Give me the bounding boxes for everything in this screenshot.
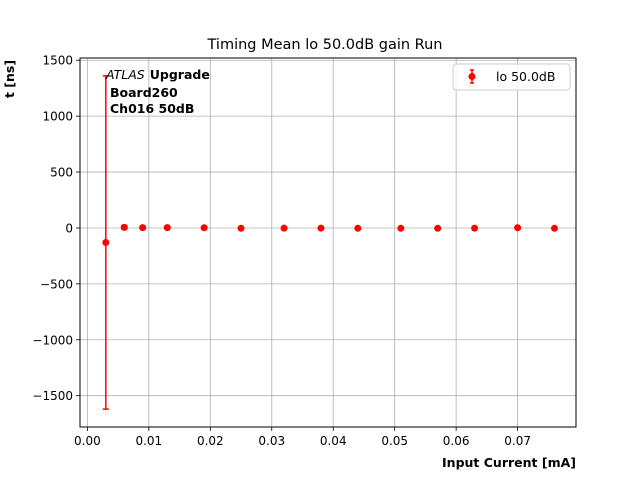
data-point [434, 224, 442, 232]
data-point [102, 239, 110, 246]
data-point [120, 223, 128, 231]
data-layer [102, 75, 558, 410]
data-point [550, 224, 558, 232]
plot-area-frame [79, 57, 577, 428]
legend-marker [468, 73, 476, 80]
data-point [237, 224, 245, 232]
x-axis-label: Input Current [mA] [442, 455, 576, 470]
data-point [354, 224, 362, 232]
grid [80, 58, 576, 427]
data-point [280, 224, 288, 232]
annotation-line-1: ATLAS Upgrade [105, 67, 210, 82]
y-tick-label: −1500 [32, 389, 73, 403]
data-point [163, 224, 171, 232]
y-tick-label: −500 [40, 277, 73, 291]
data-point [397, 224, 405, 232]
annotation-upgrade: Upgrade [150, 67, 210, 82]
x-tick-label: 0.01 [135, 434, 162, 448]
x-tick-label: 0.07 [504, 434, 531, 448]
y-tick-label: 1500 [42, 54, 73, 68]
legend-label: lo 50.0dB [496, 69, 555, 84]
y-tick-label: 1000 [42, 110, 73, 124]
y-tick-label: 500 [50, 166, 73, 180]
y-axis-label: t [ns] [2, 60, 17, 98]
x-tick-label: 0.05 [381, 434, 408, 448]
x-tick-label: 0.06 [443, 434, 470, 448]
y-tick-label: −1000 [32, 333, 73, 347]
annotation-atlas: ATLAS [105, 67, 145, 82]
data-point [200, 224, 208, 232]
annotation-channel: Ch016 50dB [110, 101, 194, 116]
x-tick-label: 0.03 [258, 434, 285, 448]
data-point [139, 224, 147, 232]
data-point [317, 224, 325, 232]
y-tick-label: 0 [65, 221, 73, 235]
x-tick-label: 0.04 [320, 434, 347, 448]
atlas-annotation: ATLAS Upgrade Board260 Ch016 50dB [105, 67, 210, 116]
data-point [471, 224, 479, 232]
x-tick-label: 0.02 [197, 434, 224, 448]
annotation-board: Board260 [110, 85, 178, 100]
ticks: 0.00 0.01 0.02 0.03 0.04 0.05 0.06 0.07 −1500 −10… [32, 54, 531, 448]
legend: lo 50.0dB [452, 63, 571, 91]
data-point [514, 224, 522, 232]
chart-title: Timing Mean lo 50.0dB gain Run [207, 37, 443, 53]
x-tick-label: 0.00 [74, 434, 101, 448]
legend-box [452, 63, 571, 91]
